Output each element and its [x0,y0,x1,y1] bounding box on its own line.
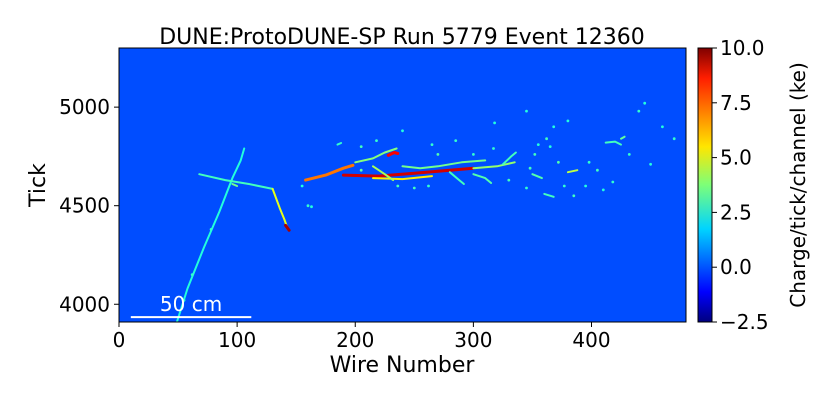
x-tick-label: 300 [454,328,492,352]
track [566,169,579,174]
track [372,165,395,182]
track [304,163,355,182]
hit-point [412,186,416,190]
track [543,192,555,198]
hit-point [528,166,532,170]
heatmap-marks [175,101,676,322]
y-tick-label: 4000 [59,292,110,316]
hit-point [649,162,652,166]
hit-point [627,153,631,156]
x-tick-label: 400 [572,328,610,352]
hit-point [552,125,556,129]
scale-bar-label: 50 cm [160,292,222,316]
hit-point [359,145,363,149]
y-tick-label: 4500 [59,194,110,218]
track [401,159,487,170]
hit-point [637,109,641,113]
colorbar-tick-label: 10.0 [720,36,765,60]
x-tick-label: 100 [218,328,256,352]
hit-point [643,101,647,105]
track [386,151,400,157]
track [501,151,517,166]
hit-point [375,139,378,143]
hit-point [557,160,560,164]
track [175,147,246,322]
hit-point [661,125,664,129]
hit-point [359,168,363,172]
track [472,161,516,170]
hit-point [587,160,591,164]
colorbar-label: Charge/tick/channel (ke) [786,62,810,308]
x-tick-label: 200 [336,328,374,352]
hit-point [310,205,313,209]
y-axis-ticks: 4000 4500 5000 [59,95,119,316]
hit-point [306,204,310,208]
colorbar-tick-label: 2.5 [720,200,752,224]
hit-point [507,178,511,182]
track [336,142,343,146]
hit-point [533,153,537,156]
track [354,147,398,164]
x-axis-label: Wire Number [330,353,476,378]
hit-point [562,184,566,188]
colorbar [697,47,713,323]
hit-point [672,137,676,141]
track [604,140,622,146]
scale-bar: 50 cm [130,292,252,319]
hit-point [572,194,576,198]
hit-point [190,273,194,277]
x-axis-ticks: 0 100 200 300 400 [113,322,611,352]
hit-point [566,119,570,123]
hit-point [492,147,495,150]
plot-frame [118,47,687,323]
x-tick-label: 0 [113,328,126,352]
track [472,173,493,184]
chart-title: DUNE:ProtoDUNE-SP Run 5779 Event 12360 [159,25,645,50]
hit-point [401,129,404,133]
hit-point [525,186,528,190]
hit-point [584,184,587,188]
hit-point [182,298,186,302]
hit-point [596,168,599,172]
hit-point [545,137,548,141]
colorbar-tick-label: −2.5 [720,310,769,334]
hit-point [454,139,458,143]
y-axis-label: Tick [26,163,51,208]
hit-point [525,109,528,113]
hit-point [427,184,430,188]
track [198,173,274,190]
colorbar-tick-label: 7.5 [720,91,752,115]
hit-point [436,153,440,156]
hit-point [536,143,540,147]
hit-point [300,184,304,188]
hit-point [430,143,434,147]
hit-point [396,184,400,188]
hit-point [493,121,496,125]
heatmap-background [118,47,687,323]
track [231,183,239,187]
track [448,171,465,185]
colorbar-tick-label: 0.0 [720,255,752,279]
hit-point [601,188,605,192]
track [372,175,433,181]
colorbar-tick-label: 5.0 [720,146,752,170]
y-tick-label: 5000 [59,95,110,119]
track [620,135,626,140]
track [531,173,543,180]
hit-point [209,228,213,231]
track [284,223,291,232]
hit-point [472,153,475,156]
hit-point [611,180,615,184]
hit-point [548,145,552,149]
colorbar-ticks: 10.0 7.5 5.0 2.5 0.0 −2.5 [712,36,769,334]
track [341,166,475,178]
